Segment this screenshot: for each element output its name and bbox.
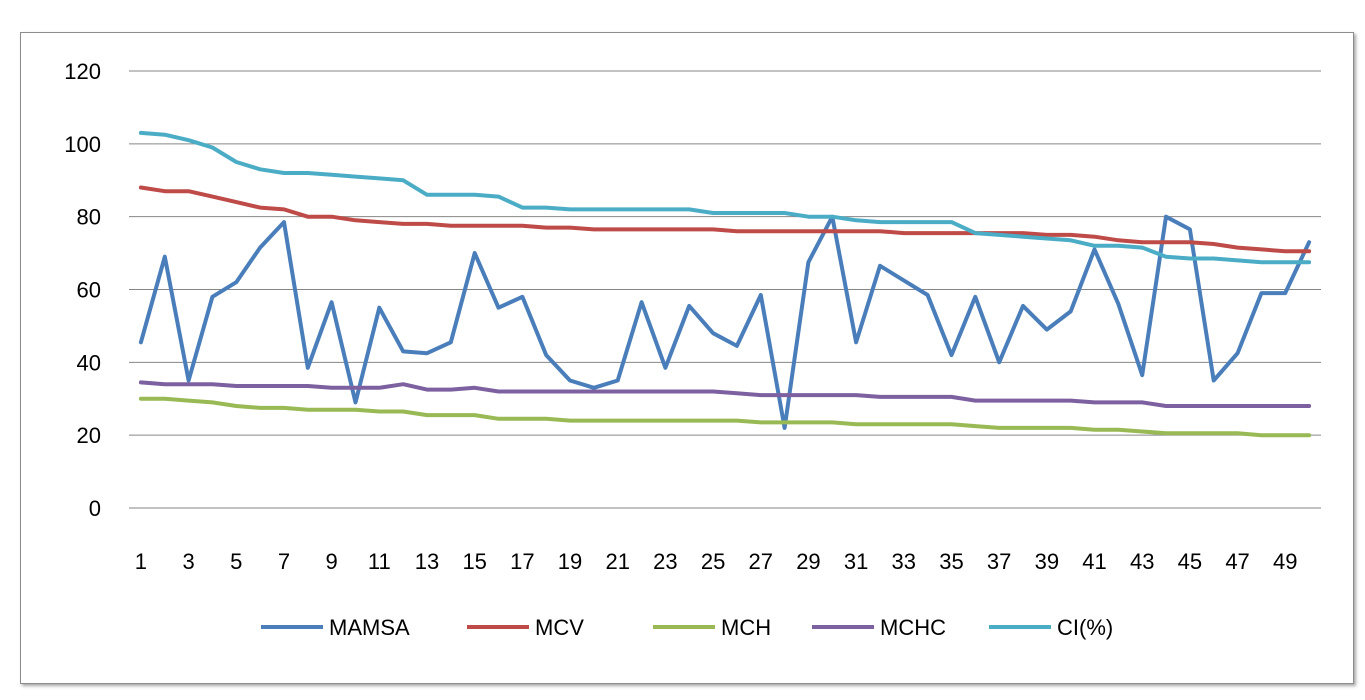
x-tick-label: 43 [1130, 549, 1154, 574]
x-tick-label: 47 [1225, 549, 1249, 574]
series-line-mamsa [138, 214, 1312, 430]
x-tick-label: 1 [135, 549, 147, 574]
x-tick-label: 31 [844, 549, 868, 574]
y-tick-label: 80 [77, 205, 101, 230]
y-tick-label: 0 [89, 496, 101, 521]
x-tick-label: 27 [749, 549, 773, 574]
x-tick-label: 13 [415, 549, 439, 574]
x-tick-label: 25 [701, 549, 725, 574]
x-tick-label: 29 [796, 549, 820, 574]
x-tick-label: 45 [1178, 549, 1202, 574]
legend-label: MCV [535, 615, 584, 640]
series-line-ci [138, 130, 1312, 265]
chart-frame: 0 20 40 60 80 100 120 1 3 5 7 9 11 13 15 17 19 21 23 25 27 2… [20, 32, 1354, 684]
x-tick-label: 7 [278, 549, 290, 574]
gridlines [129, 70, 1321, 509]
x-tick-label: 19 [558, 549, 582, 574]
series-line-mchc [138, 380, 1312, 408]
legend: MAMSA MCV MCH MCHC CI(%) [261, 615, 1113, 640]
legend-label: CI(%) [1057, 615, 1113, 640]
x-axis-ticks: 1 3 5 7 9 11 13 15 17 19 21 23 25 27 29 31 33 35 37 39 41 43 4… [135, 549, 1298, 574]
y-tick-label: 40 [77, 350, 101, 375]
x-tick-label: 21 [605, 549, 629, 574]
x-tick-label: 33 [892, 549, 916, 574]
y-tick-label: 100 [64, 132, 101, 157]
x-tick-label: 49 [1273, 549, 1297, 574]
x-tick-label: 5 [230, 549, 242, 574]
y-tick-label: 60 [77, 278, 101, 303]
legend-label: MCH [721, 615, 771, 640]
x-tick-label: 15 [462, 549, 486, 574]
y-tick-label: 20 [77, 423, 101, 448]
legend-label: MCHC [880, 615, 946, 640]
series-line-mcv [138, 185, 1312, 254]
y-axis-ticks: 0 20 40 60 80 100 120 [64, 59, 101, 521]
x-tick-label: 11 [368, 549, 391, 574]
legend-label: MAMSA [329, 615, 410, 640]
series-line-mch [138, 396, 1312, 438]
y-tick-label: 120 [64, 59, 101, 84]
x-tick-label: 17 [510, 549, 534, 574]
x-tick-label: 41 [1082, 549, 1106, 574]
x-tick-label: 23 [653, 549, 677, 574]
series-lines [138, 130, 1312, 438]
x-tick-label: 9 [326, 549, 338, 574]
x-tick-label: 39 [1035, 549, 1059, 574]
x-tick-label: 35 [939, 549, 963, 574]
x-tick-label: 3 [182, 549, 194, 574]
x-tick-label: 37 [987, 549, 1011, 574]
